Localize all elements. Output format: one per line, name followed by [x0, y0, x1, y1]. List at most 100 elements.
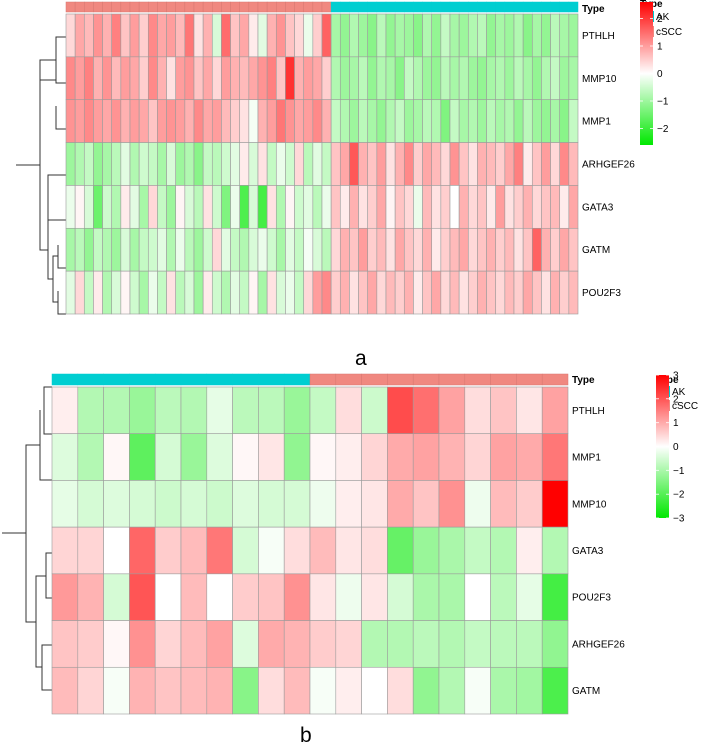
annotation-cell: [248, 1, 259, 13]
heatmap-cell: [321, 185, 332, 229]
heatmap-cell: [257, 185, 268, 229]
heatmap-cell: [504, 56, 515, 101]
heatmap-cell: [486, 270, 497, 315]
heatmap-cell: [285, 13, 295, 58]
row-label: POU2F3: [582, 288, 621, 299]
heatmap-cell: [349, 99, 359, 143]
heatmap-cell: [385, 13, 396, 58]
heatmap-cell: [431, 142, 442, 186]
heatmap-cell: [157, 270, 167, 315]
heatmap-cell: [449, 227, 460, 272]
heatmap-cell: [93, 56, 103, 101]
heatmap-cell: [568, 270, 579, 315]
row-label: POU2F3: [572, 593, 611, 604]
heatmap-cell: [111, 56, 122, 101]
annotation-cell: [550, 1, 560, 13]
row-label: MMP1: [572, 453, 601, 464]
heatmap-cell: [74, 185, 85, 229]
heatmap-cell: [367, 99, 378, 143]
heatmap-cell: [175, 99, 186, 143]
annotation-cell: [111, 1, 122, 13]
heatmap-cell: [412, 620, 440, 668]
heatmap-cell: [367, 142, 378, 186]
heatmap-cell: [504, 227, 515, 272]
heatmap-cell: [403, 13, 414, 58]
annotation-cell: [175, 1, 186, 13]
annotation-title-a: Type: [582, 4, 605, 15]
heatmap-cell: [285, 185, 295, 229]
heatmap-cell: [559, 185, 570, 229]
heatmap-cell: [312, 185, 323, 229]
heatmap-cell: [193, 56, 204, 101]
annotation-cell: [312, 1, 323, 13]
heatmap-cell: [257, 99, 268, 143]
heatmap-cell: [531, 99, 542, 143]
heatmap-cell: [211, 185, 222, 229]
heatmap-cell: [103, 386, 130, 435]
heatmap-cell: [211, 142, 222, 186]
heatmap-cell: [221, 185, 231, 229]
annotation-cell: [103, 373, 130, 386]
heatmap-cell: [147, 56, 158, 101]
heatmap-cell: [385, 227, 396, 272]
heatmap-cell: [531, 270, 542, 315]
heatmap-cell: [568, 185, 579, 229]
heatmap-cell: [211, 227, 222, 272]
heatmap-cell: [339, 99, 350, 143]
heatmap-cell: [65, 185, 76, 229]
heatmap-cell: [154, 526, 182, 575]
heatmap-cell: [449, 270, 460, 315]
heatmap-cell: [413, 142, 423, 186]
heatmap-cell: [283, 480, 311, 528]
heatmap-cell: [358, 142, 369, 186]
colorbar-ticks-b: 3 2 1 0 −1 −2 −3: [656, 371, 685, 525]
heatmap-cell: [387, 573, 414, 621]
heatmap-cell: [490, 620, 517, 668]
heatmap-cell: [440, 13, 451, 58]
heatmap-cell: [312, 99, 323, 143]
colorbar-tick-label: 1: [657, 42, 663, 53]
annotation-cell: [568, 1, 579, 13]
heatmap-cell: [568, 142, 579, 186]
heatmap-cell: [467, 13, 478, 58]
heatmap-cell: [412, 480, 440, 528]
heatmap-cell: [358, 99, 369, 143]
heatmap-cell: [486, 56, 497, 101]
heatmap-cell: [504, 185, 515, 229]
heatmap-cell: [102, 185, 113, 229]
annotation-cell: [464, 373, 491, 386]
heatmap-cell: [541, 142, 551, 186]
heatmap-cell: [239, 13, 250, 58]
heatmap-cell: [258, 480, 285, 528]
annotation-cell: [458, 1, 469, 13]
heatmap-cell: [490, 480, 517, 528]
heatmap-cell: [361, 480, 388, 528]
heatmap-cell: [175, 13, 186, 58]
annotation-cell: [120, 1, 131, 13]
heatmap-cell: [403, 185, 414, 229]
row-label: MMP10: [572, 499, 607, 510]
heatmap-cell: [440, 227, 451, 272]
heatmap-cell: [467, 185, 478, 229]
heatmap-cell: [154, 386, 182, 435]
heatmap-cell: [175, 185, 186, 229]
heatmap-cell: [541, 433, 569, 481]
heatmap-cell: [335, 620, 362, 668]
heatmap-cell: [154, 480, 182, 528]
heatmap-cell: [486, 13, 497, 58]
heatmap-cell: [541, 185, 551, 229]
heatmap-cell: [541, 480, 569, 528]
heatmap-cell: [449, 185, 460, 229]
heatmap-cell: [522, 227, 533, 272]
heatmap-cell: [490, 573, 517, 621]
annotation-cell: [276, 1, 286, 13]
heatmap-cell: [321, 227, 332, 272]
heatmap-cell: [522, 142, 533, 186]
heatmap-cell: [376, 270, 387, 315]
heatmap-cell: [361, 573, 388, 621]
annotation-cell: [303, 1, 314, 13]
heatmap-cell: [232, 386, 259, 435]
annotation-cell: [413, 1, 423, 13]
heatmap-cell: [102, 13, 113, 58]
heatmap-cell: [335, 666, 362, 715]
